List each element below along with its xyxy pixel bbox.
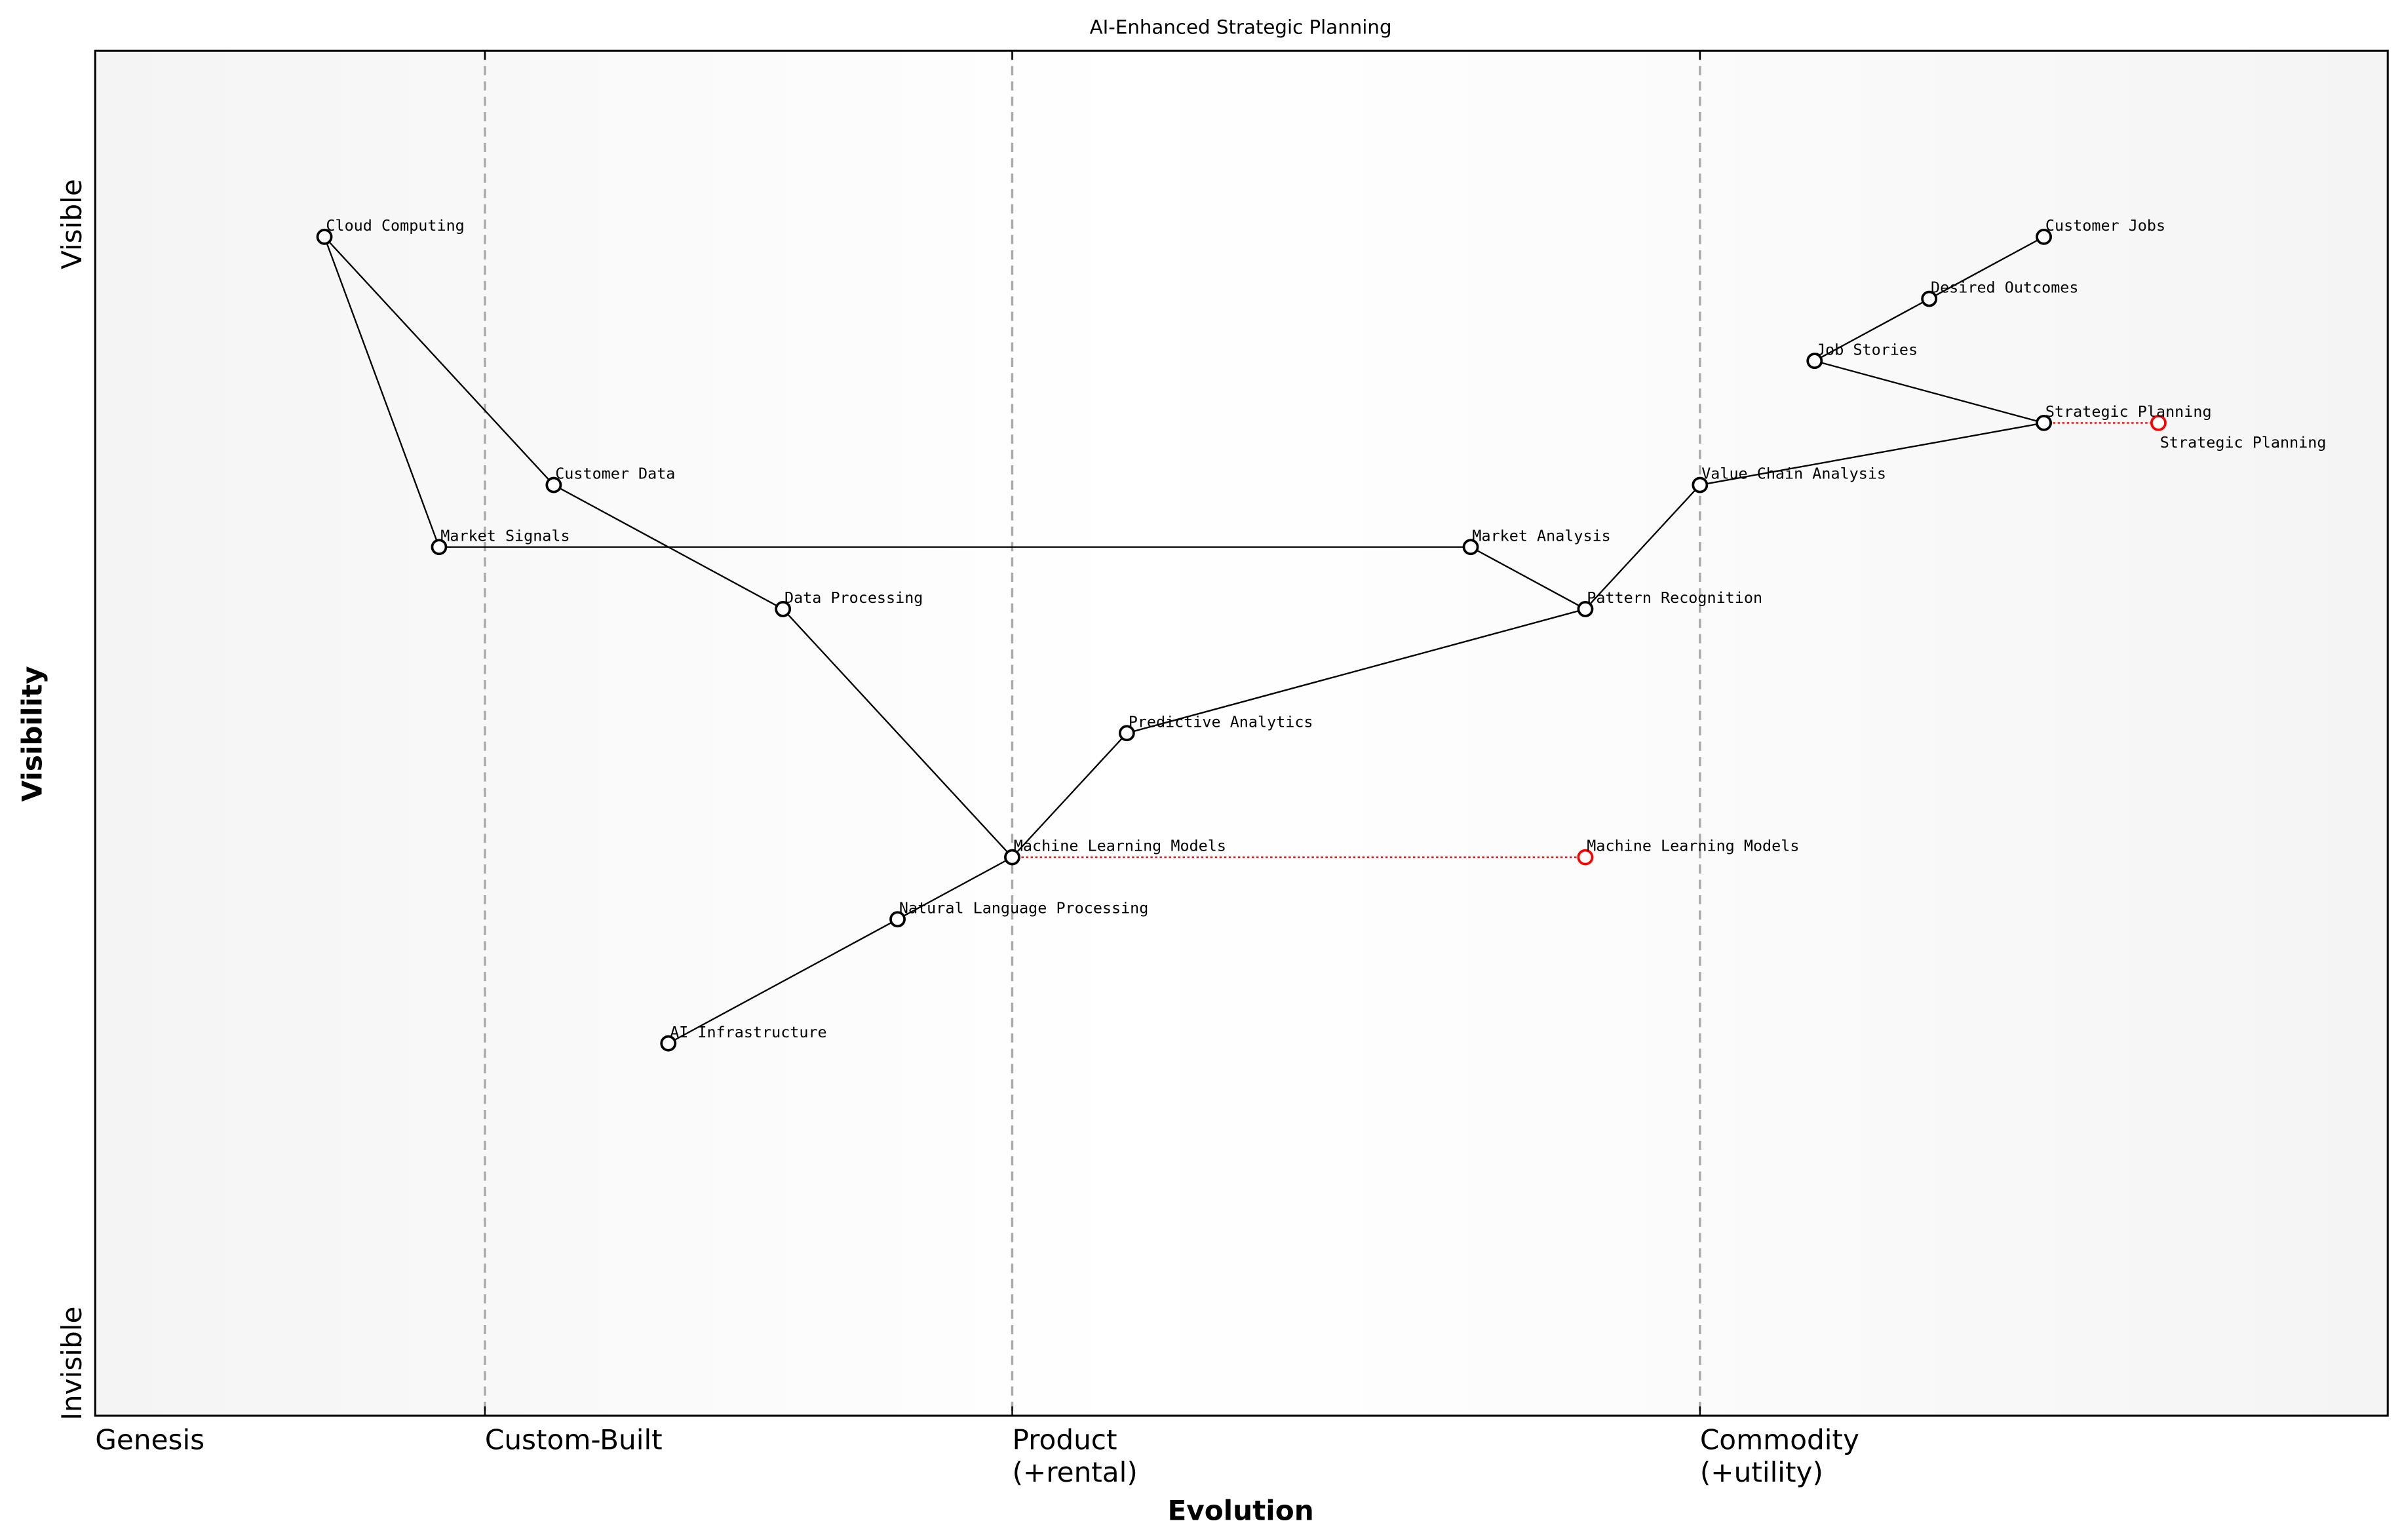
component-label: Market Signals	[440, 526, 570, 545]
component-node[interactable]	[1806, 353, 1823, 370]
x-axis-label: Evolution	[1167, 1495, 1313, 1527]
component-label: Market Analysis	[1472, 526, 1610, 545]
dependency-link	[1814, 360, 2044, 424]
component-label: Cloud Computing	[326, 216, 464, 235]
y-top-label: Visible	[56, 179, 88, 269]
component-node[interactable]	[431, 539, 448, 556]
component-node[interactable]	[316, 228, 333, 245]
component-node[interactable]	[889, 911, 906, 928]
dependency-link	[1699, 422, 2044, 486]
evolved-node-label: Machine Learning Models	[1587, 837, 1799, 855]
dependency-link	[1127, 608, 1586, 734]
component-label: Job Stories	[1816, 340, 1918, 358]
dependency-link	[1929, 236, 2045, 300]
dependency-link	[668, 918, 899, 1045]
component-node[interactable]	[1577, 601, 1594, 617]
component-label: Value Chain Analysis	[1701, 465, 1886, 483]
dependency-link	[782, 608, 1013, 858]
y-bottom-label: Invisible	[56, 1307, 88, 1421]
component-node[interactable]	[2036, 228, 2052, 245]
dependency-link	[897, 857, 1013, 920]
component-label: Machine Learning Models	[1014, 837, 1226, 855]
component-node[interactable]	[1118, 725, 1135, 742]
component-label: Strategic Planning	[2045, 402, 2212, 421]
dependency-link	[1470, 546, 1586, 610]
stage-label: Genesis	[95, 1424, 204, 1456]
stage-label: Product (+rental)	[1012, 1424, 1137, 1488]
component-label: Predictive Analytics	[1129, 712, 1313, 731]
component-node[interactable]	[2036, 414, 2052, 431]
component-node[interactable]	[545, 476, 562, 493]
component-label: Customer Jobs	[2045, 216, 2165, 235]
evolved-node[interactable]	[1577, 849, 1594, 866]
component-label: AI Infrastructure	[670, 1023, 827, 1041]
component-label: Data Processing	[784, 588, 923, 607]
plot-frame	[94, 49, 2389, 1417]
dependency-link	[553, 484, 784, 610]
chart-title: AI-Enhanced Strategic Planning	[1090, 16, 1392, 39]
dependency-link	[1814, 298, 1930, 362]
component-node[interactable]	[1004, 849, 1020, 866]
component-label: Pattern Recognition	[1587, 588, 1762, 607]
dependency-link	[1585, 484, 1701, 610]
stage-label: Commodity (+utility)	[1700, 1424, 1859, 1488]
dependency-link	[323, 236, 440, 548]
component-node[interactable]	[1692, 476, 1709, 493]
evolved-node-label: Strategic Planning	[2160, 433, 2327, 452]
dependency-link	[1011, 732, 1128, 858]
component-node[interactable]	[660, 1035, 677, 1052]
plot-background	[95, 50, 2388, 1416]
component-node[interactable]	[1462, 539, 1479, 556]
evolved-node[interactable]	[2150, 414, 2167, 431]
component-label: Natural Language Processing	[899, 898, 1148, 917]
dependency-link	[324, 236, 554, 486]
y-axis-label: Visibility	[16, 666, 48, 801]
stage-label: Custom-Built	[485, 1424, 663, 1456]
component-label: Customer Data	[555, 465, 675, 483]
component-node[interactable]	[775, 601, 792, 617]
component-node[interactable]	[1921, 290, 1938, 307]
component-label: Desired Outcomes	[1931, 279, 2078, 297]
